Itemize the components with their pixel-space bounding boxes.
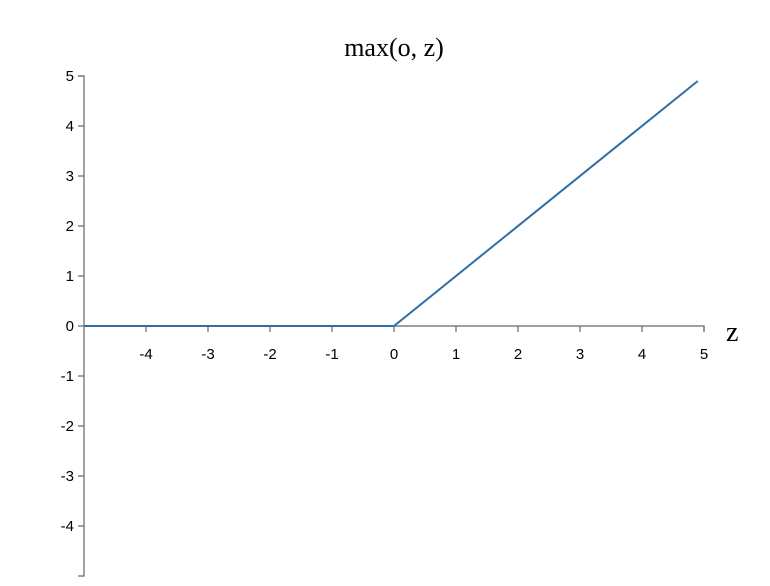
x-tick-label: 4 — [638, 346, 646, 363]
x-axis: -4 -3 -2 -1 0 1 2 3 4 5 — [84, 325, 708, 363]
y-tick-label: 5 — [66, 68, 74, 85]
x-tick-label: 2 — [514, 346, 522, 363]
x-tick-label: -3 — [201, 346, 214, 363]
x-tick-label: -2 — [263, 346, 276, 363]
x-axis-label: z — [726, 317, 738, 348]
y-tick-label: 0 — [66, 318, 74, 335]
x-tick-label: 1 — [452, 346, 460, 363]
y-tick-label: -2 — [61, 418, 74, 435]
series-group — [84, 80, 699, 327]
x-tick-label: 0 — [390, 346, 398, 363]
y-tick-label: -3 — [61, 468, 74, 485]
y-tick-label: -1 — [61, 368, 74, 385]
y-axis: 5 4 3 2 1 0 -1 -2 -3 -4 — [61, 68, 85, 577]
y-tick-label: 3 — [66, 168, 74, 185]
y-tick-label: 2 — [66, 218, 74, 235]
x-tick-label: 3 — [576, 346, 584, 363]
chart-title: max(o, z) — [344, 33, 444, 62]
x-tick-label: -4 — [139, 346, 152, 363]
y-tick-label: 4 — [66, 118, 74, 135]
y-tick-label: 1 — [66, 268, 74, 285]
x-tick-label: 5 — [700, 346, 708, 363]
relu-line — [84, 80, 699, 327]
y-tick-label: -4 — [61, 518, 74, 535]
x-tick-label: -1 — [325, 346, 338, 363]
